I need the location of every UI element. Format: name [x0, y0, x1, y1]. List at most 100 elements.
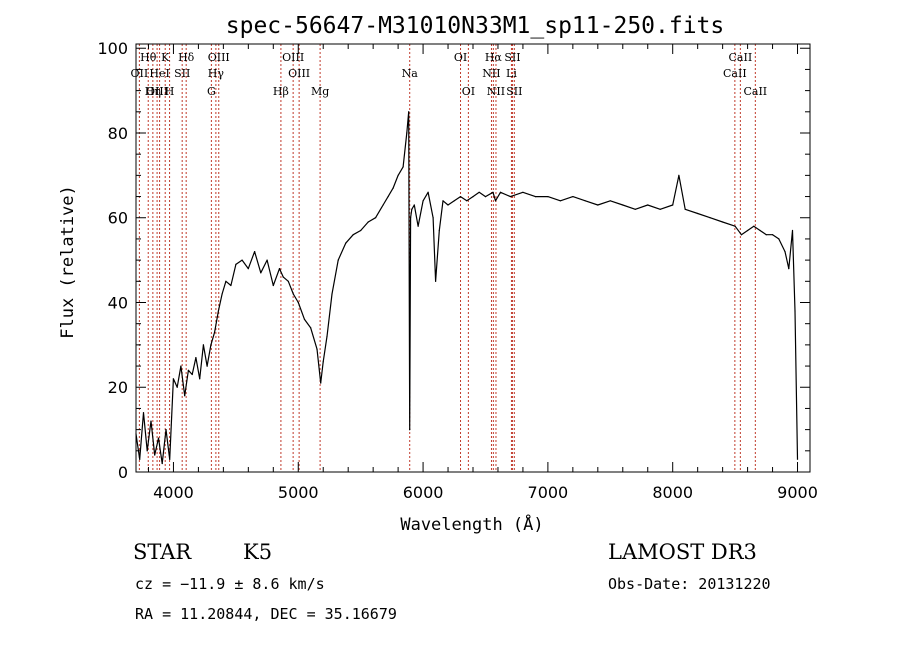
spectrum-point-52: [387, 196, 389, 198]
spectrum-point-11: [176, 386, 178, 388]
line-label-20: NII: [482, 67, 500, 80]
spectrum-point-85: [584, 200, 586, 202]
spectrum-point-84: [572, 196, 574, 198]
spectrum-point-77: [494, 200, 497, 202]
line-label-13: OIII: [288, 67, 310, 80]
spectrum-point-45: [337, 259, 339, 261]
line-label-24: SII: [506, 85, 522, 98]
spectrum-point-81: [534, 196, 537, 198]
spectrum-point-50: [375, 217, 377, 219]
y-tick-label-20: 20: [108, 378, 128, 397]
spectrum-point-59: [410, 217, 412, 219]
line-label-15: Mg: [311, 85, 329, 98]
line-label-22: SII: [504, 51, 520, 64]
line-label-19: Hα: [485, 51, 503, 64]
spectrum-point-96: [709, 217, 711, 219]
spectrum-point-3: [146, 450, 148, 452]
x-tick-label-6000: 6000: [403, 483, 444, 502]
y-axis-label: Flux (relative): [58, 185, 78, 339]
spectrum-point-12: [180, 365, 182, 367]
spectrum-point-75: [484, 196, 487, 198]
spectrum-point-5: [154, 454, 156, 456]
spectrum-point-18: [202, 344, 204, 346]
line-label-0: Hθ: [140, 51, 157, 64]
spectrum-point-61: [413, 204, 415, 206]
y-tick-label-40: 40: [108, 293, 128, 312]
y-tick-label-80: 80: [108, 124, 128, 143]
spectrum-point-100: [747, 229, 749, 232]
plot-frame: [135, 43, 811, 473]
spectrum-point-73: [472, 196, 474, 198]
line-label-8: Hδ: [178, 51, 195, 64]
spectrum-point-74: [478, 191, 480, 193]
spectrum-point-62: [417, 225, 419, 227]
spectrum-point-54: [397, 174, 399, 176]
spectrum-point-88: [622, 204, 624, 206]
spectrum-point-104: [772, 234, 774, 236]
x-tick-label-7000: 7000: [528, 483, 569, 502]
spectrum-point-14: [187, 369, 189, 371]
spectrum-point-10: [172, 378, 174, 380]
spectrum-point-1: [139, 458, 141, 460]
spectrum-point-95: [697, 212, 699, 215]
y-axis-ticks: 0 20 40 60 80 100: [97, 39, 810, 482]
x-axis-ticks: 4000 5000 6000 7000 8000 9000: [147, 44, 818, 502]
y-tick-label-60: 60: [108, 209, 128, 228]
x-tick-label-8000: 8000: [652, 483, 693, 502]
spectrum-point-66: [435, 280, 437, 282]
line-label-11: G: [207, 85, 216, 98]
spectrum-point-48: [360, 229, 362, 232]
x-tick-label-5000: 5000: [278, 483, 319, 502]
spectrum-point-57: [408, 111, 410, 113]
spectrum-series: [135, 111, 799, 465]
spectrum-point-39: [310, 327, 312, 329]
spectrum-point-26: [235, 263, 237, 265]
obs-date: Obs-Date: 20131220: [608, 575, 771, 593]
spectrum-point-9: [169, 458, 171, 460]
spectrum-point-41: [320, 382, 322, 384]
spectrum-point-92: [672, 204, 674, 206]
spectrum-point-67: [438, 229, 440, 232]
spectrum-point-22: [217, 310, 219, 312]
x-tick-label-9000: 9000: [777, 483, 818, 502]
survey-label: LAMOST DR3: [608, 540, 757, 564]
line-label-23: Li: [506, 67, 517, 80]
line-label-3: Hη: [145, 85, 161, 98]
spectrum-point-16: [195, 357, 197, 359]
spectrum-point-8: [165, 429, 167, 431]
spectrum-point-58: [409, 429, 411, 431]
line-label-12: OIII: [282, 51, 304, 64]
spectrum-point-55: [402, 166, 404, 168]
redshift-readout: cz = −11.9 ± 8.6 km/s: [135, 575, 325, 593]
x-tick-label-4000: 4000: [153, 483, 194, 502]
coordinates: RA = 11.20844, DEC = 35.16679: [135, 605, 397, 623]
spectrum-point-36: [292, 293, 294, 295]
spectrum-point-72: [466, 200, 468, 202]
line-label-1: OII: [131, 67, 149, 80]
spectrum-point-80: [522, 191, 524, 193]
spectrum-point-37: [297, 301, 299, 304]
line-label-25: CaII: [729, 51, 753, 64]
y-tick-label-100: 100: [97, 39, 128, 58]
spectrum-point-28: [247, 268, 249, 270]
spectrum-point-6: [157, 437, 160, 439]
spectrum-point-94: [684, 208, 686, 210]
spectral-line-markers: [138, 44, 756, 472]
spectrum-point-105: [778, 238, 780, 240]
spectrum-point-109: [794, 310, 796, 312]
line-label-18: OI: [462, 85, 475, 98]
spectrum-point-35: [287, 280, 289, 282]
spectrum-point-90: [647, 204, 649, 206]
spectrum-point-78: [499, 191, 502, 193]
spectrum-point-44: [331, 293, 333, 295]
line-label-14: Hβ: [273, 85, 289, 98]
spectrum-point-63: [422, 200, 424, 202]
line-label-6: HeI: [149, 67, 169, 80]
spectrum-point-91: [659, 208, 661, 210]
spectrum-point-2: [142, 412, 145, 414]
spectrum-point-33: [278, 268, 281, 270]
spectrum-point-31: [266, 259, 268, 261]
line-label-16: Na: [402, 67, 419, 80]
